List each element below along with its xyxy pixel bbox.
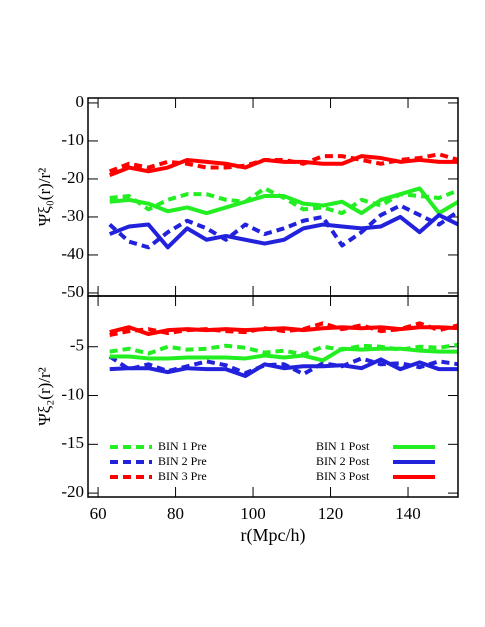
series-line — [109, 186, 458, 216]
y-tick-label: -20 — [61, 168, 84, 187]
legend-label: BIN 2 Pre — [158, 454, 207, 468]
y-tick-label: -20 — [61, 482, 84, 501]
x-tick-label: 120 — [318, 504, 344, 523]
series-line — [108, 154, 458, 178]
series-line — [108, 203, 458, 250]
legend-label: BIN 3 Post — [316, 469, 370, 483]
x-axis-label: r(Mpc/h) — [241, 525, 306, 546]
series-line — [108, 213, 458, 250]
x-tick-label: 60 — [90, 504, 107, 523]
y-tick-label: -5 — [70, 336, 84, 355]
plot-area — [108, 321, 458, 379]
x-tick-label: 80 — [167, 504, 184, 523]
x-tick-label: 100 — [240, 504, 266, 523]
y-axis-label: Ψξ₂(r)/r² — [35, 367, 54, 426]
y-tick-label: -15 — [61, 433, 84, 452]
y-tick-label: -30 — [61, 206, 84, 225]
y-tick-label: -10 — [61, 130, 84, 149]
series-line — [109, 325, 458, 337]
series-line — [109, 357, 458, 379]
series-line — [109, 346, 458, 363]
legend-label: BIN 1 Pre — [158, 439, 207, 453]
y-tick-label: 0 — [76, 92, 85, 111]
y-axis-label: Ψξ₀(r)/r² — [35, 168, 54, 227]
y-tick-label: -10 — [61, 384, 84, 403]
y-tick-label: -40 — [61, 244, 84, 263]
frame — [87, 295, 459, 498]
series-line — [109, 321, 458, 337]
plot-area — [108, 152, 458, 250]
series-line — [108, 354, 458, 377]
x-tick-label: 140 — [395, 504, 421, 523]
y-tick-label: -50 — [61, 282, 84, 301]
legend-label: BIN 2 Post — [316, 454, 370, 468]
legend-label: BIN 3 Pre — [158, 469, 207, 483]
legend-label: BIN 1 Post — [316, 439, 370, 453]
